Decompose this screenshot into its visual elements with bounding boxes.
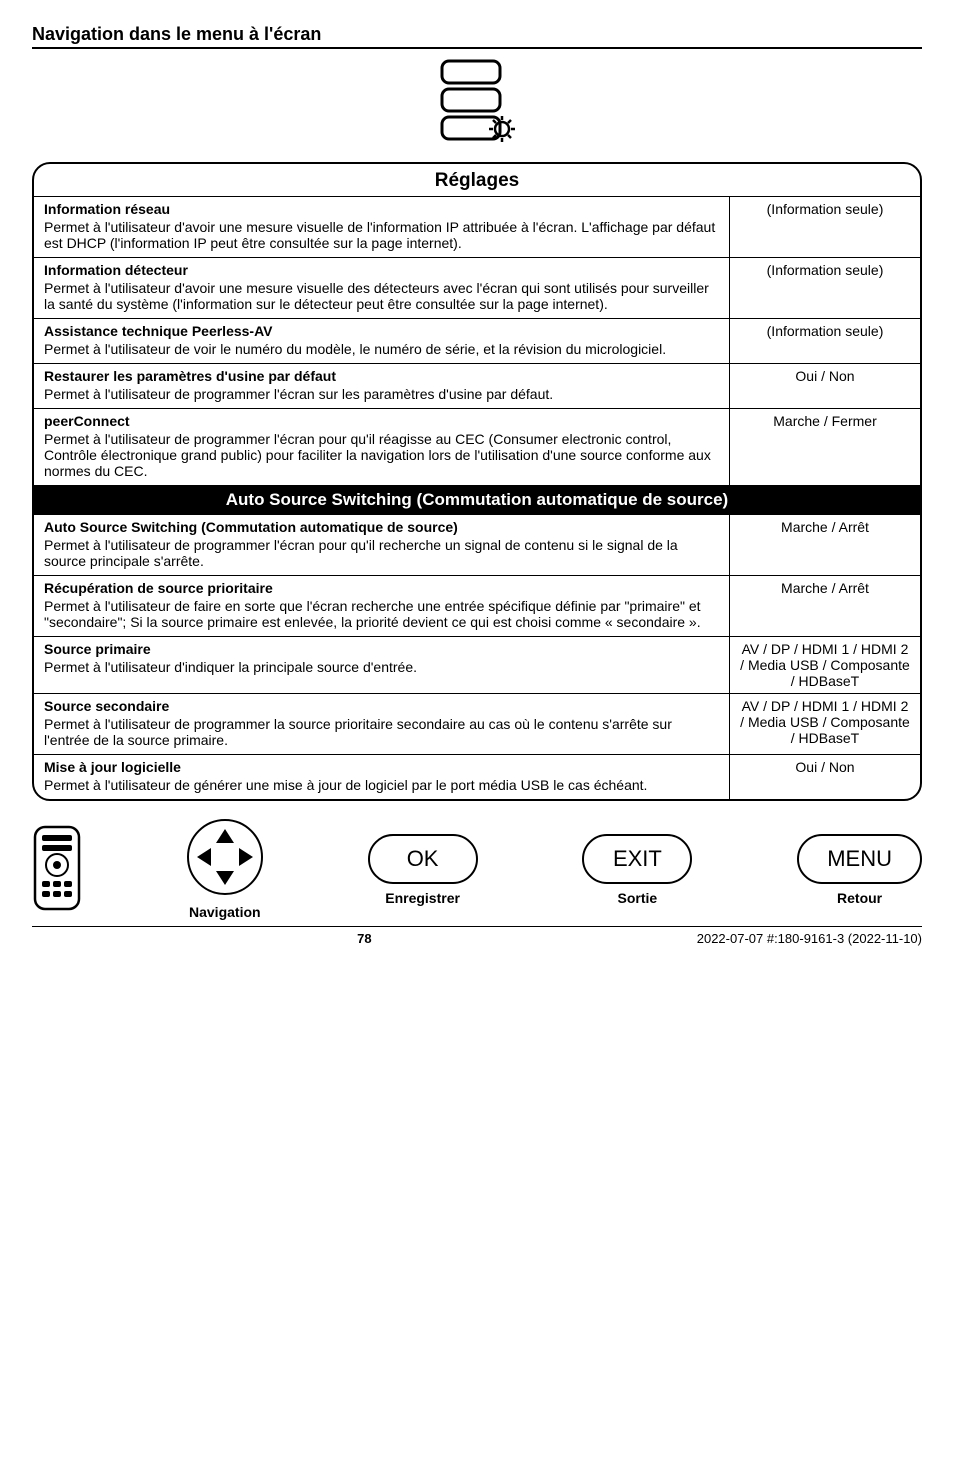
row-title: Mise à jour logicielle	[44, 759, 719, 775]
row-desc: Permet à l'utilisateur de programmer l'é…	[44, 386, 719, 402]
row-assistance: Assistance technique Peerless-AV Permet …	[34, 318, 920, 363]
row-value: Marche / Fermer	[730, 409, 920, 485]
bottom-bar: Navigation OK Enregistrer EXIT Sortie ME…	[32, 819, 922, 920]
row-title: Source secondaire	[44, 698, 719, 714]
row-auto-source: Auto Source Switching (Commutation autom…	[34, 514, 920, 575]
remote-icon	[32, 825, 82, 914]
row-desc: Permet à l'utilisateur d'avoir une mesur…	[44, 219, 719, 251]
panel-title: Réglages	[34, 164, 920, 196]
menu-label: Retour	[797, 890, 922, 906]
footer-rule	[32, 926, 922, 927]
exit-label: Sortie	[582, 890, 692, 906]
row-restaurer: Restaurer les paramètres d'usine par déf…	[34, 363, 920, 408]
header-icons	[32, 59, 922, 152]
footer-meta: 2022-07-07 #:180-9161-3 (2022-11-10)	[697, 931, 922, 946]
row-title: Source primaire	[44, 641, 719, 657]
row-info-reseau: Information réseau Permet à l'utilisateu…	[34, 196, 920, 257]
row-title: Auto Source Switching (Commutation autom…	[44, 519, 719, 535]
ok-label: Enregistrer	[368, 890, 478, 906]
exit-button[interactable]: EXIT	[582, 834, 692, 884]
settings-panel: Réglages Information réseau Permet à l'u…	[32, 162, 922, 801]
nav-label: Navigation	[187, 904, 263, 920]
row-title: Information détecteur	[44, 262, 719, 278]
row-value: (Information seule)	[730, 258, 920, 318]
row-value: AV / DP / HDMI 1 / HDMI 2 / Media USB / …	[730, 694, 920, 754]
row-desc: Permet à l'utilisateur d'indiquer la pri…	[44, 659, 719, 675]
row-value: (Information seule)	[730, 197, 920, 257]
screen-stack-icon	[422, 59, 532, 149]
row-source-secondaire: Source secondaire Permet à l'utilisateur…	[34, 693, 920, 754]
ok-button[interactable]: OK	[368, 834, 478, 884]
row-desc: Permet à l'utilisateur d'avoir une mesur…	[44, 280, 719, 312]
section-band: Auto Source Switching (Commutation autom…	[34, 485, 920, 514]
row-recuperation: Récupération de source prioritaire Perme…	[34, 575, 920, 636]
page-title: Navigation dans le menu à l'écran	[32, 24, 922, 45]
row-maj: Mise à jour logicielle Permet à l'utilis…	[34, 754, 920, 799]
footer: 78 2022-07-07 #:180-9161-3 (2022-11-10)	[32, 931, 922, 946]
row-desc: Permet à l'utilisateur de voir le numéro…	[44, 341, 719, 357]
row-value: Marche / Arrêt	[730, 515, 920, 575]
row-value: Oui / Non	[730, 755, 920, 799]
page-number: 78	[32, 931, 697, 946]
row-desc: Permet à l'utilisateur de faire en sorte…	[44, 598, 719, 630]
row-title: peerConnect	[44, 413, 719, 429]
row-value: AV / DP / HDMI 1 / HDMI 2 / Media USB / …	[730, 637, 920, 693]
row-value: Oui / Non	[730, 364, 920, 408]
row-value: Marche / Arrêt	[730, 576, 920, 636]
title-rule	[32, 47, 922, 49]
row-title: Récupération de source prioritaire	[44, 580, 719, 596]
row-title: Restaurer les paramètres d'usine par déf…	[44, 368, 719, 384]
row-title: Assistance technique Peerless-AV	[44, 323, 719, 339]
row-desc: Permet à l'utilisateur de programmer l'é…	[44, 537, 719, 569]
menu-button[interactable]: MENU	[797, 834, 922, 884]
nav-dpad-icon[interactable]	[187, 819, 263, 895]
row-info-detecteur: Information détecteur Permet à l'utilisa…	[34, 257, 920, 318]
row-peerconnect: peerConnect Permet à l'utilisateur de pr…	[34, 408, 920, 485]
row-desc: Permet à l'utilisateur de programmer l'é…	[44, 431, 719, 479]
row-desc: Permet à l'utilisateur de générer une mi…	[44, 777, 719, 793]
row-value: (Information seule)	[730, 319, 920, 363]
row-desc: Permet à l'utilisateur de programmer la …	[44, 716, 719, 748]
row-source-primaire: Source primaire Permet à l'utilisateur d…	[34, 636, 920, 693]
row-title: Information réseau	[44, 201, 719, 217]
